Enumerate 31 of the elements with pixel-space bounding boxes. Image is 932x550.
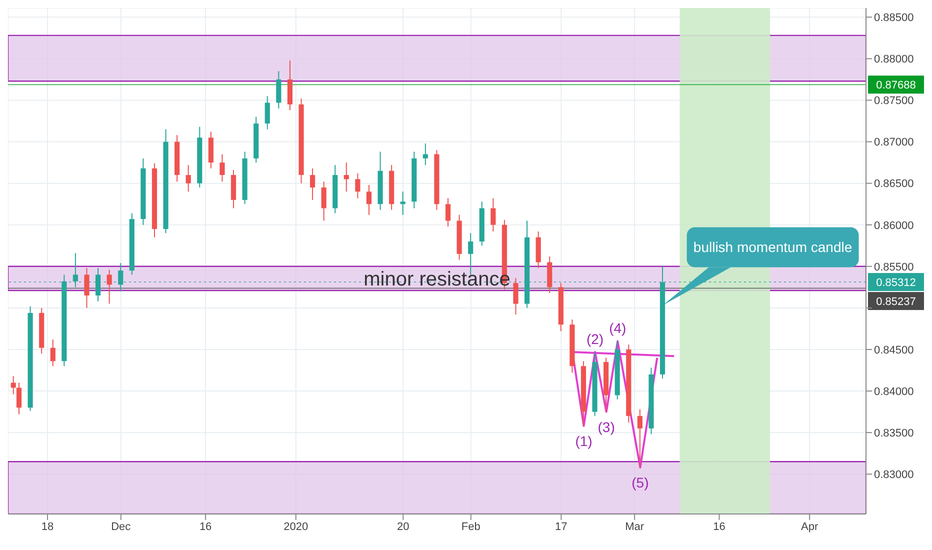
speech-bubble: bullish momentum candle bbox=[662, 227, 859, 306]
annotation: bullish momentum candle bbox=[693, 239, 852, 256]
ref-line-label: 0.85312 bbox=[876, 277, 916, 290]
y-tick-label: 0.83000 bbox=[874, 469, 914, 482]
y-tick-label: 0.84500 bbox=[874, 344, 914, 356]
annotation: (2) bbox=[586, 330, 604, 347]
y-tick-label: 0.83500 bbox=[874, 427, 914, 440]
ref-line-label: 0.85237 bbox=[876, 296, 916, 308]
x-tick-label: 16 bbox=[713, 520, 726, 533]
x-tick-label: 16 bbox=[199, 520, 212, 533]
x-tick-label: 18 bbox=[41, 520, 54, 533]
x-tick-label: 17 bbox=[555, 520, 568, 533]
y-tick-label: 0.87000 bbox=[874, 136, 914, 149]
annotation: (1) bbox=[575, 432, 592, 449]
x-tick-label: Mar bbox=[625, 520, 644, 533]
ref-line-label: 0.87688 bbox=[876, 80, 916, 92]
annotation: (3) bbox=[598, 418, 615, 435]
y-tick-label: 0.84000 bbox=[874, 386, 914, 398]
y-tick-label: 0.85500 bbox=[874, 261, 914, 274]
x-tick-label: Apr bbox=[800, 520, 818, 533]
x-tick-label: Dec bbox=[111, 520, 132, 533]
y-tick-label: 0.88000 bbox=[874, 54, 914, 66]
y-tick-label: 0.86000 bbox=[874, 220, 914, 232]
annotation: (5) bbox=[632, 474, 649, 490]
x-tick-label: 20 bbox=[397, 520, 410, 533]
y-tick-label: 0.87500 bbox=[874, 95, 914, 108]
y-tick-label: 0.88500 bbox=[874, 12, 914, 24]
x-tick-label: Feb bbox=[461, 520, 480, 533]
annotation: (4) bbox=[609, 320, 626, 336]
x-tick-label: 2020 bbox=[284, 520, 308, 533]
y-tick-label: 0.86500 bbox=[874, 178, 914, 190]
